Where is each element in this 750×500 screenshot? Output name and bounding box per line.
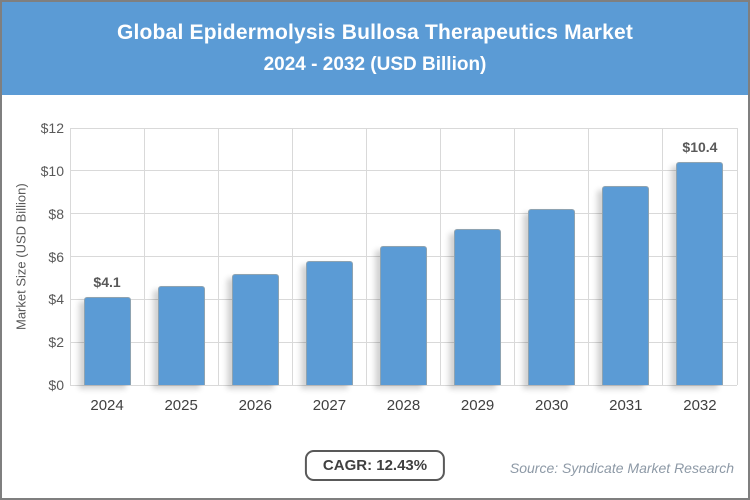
gridline-vertical: [143, 128, 145, 385]
bar-2032: [676, 162, 724, 385]
bar-2031: [602, 185, 650, 385]
x-tick-label: 2027: [312, 397, 347, 414]
x-tick-label: 2032: [683, 397, 717, 414]
x-tick-label: 2025: [164, 397, 198, 414]
x-tick-label: 2030: [535, 397, 569, 414]
gridline-vertical: [365, 128, 367, 385]
gridline-vertical: [69, 128, 71, 385]
gridline-horizontal: [70, 384, 737, 386]
y-tick-label: $10: [40, 162, 64, 179]
bar-2027: [305, 260, 353, 385]
x-tick-label: 2026: [238, 397, 272, 414]
x-tick-label: 2029: [460, 397, 495, 414]
gridline-vertical: [440, 128, 442, 385]
gridline-vertical: [514, 128, 516, 385]
y-tick-label: $6: [48, 248, 64, 265]
y-tick-label: $4: [48, 291, 64, 308]
gridline-vertical: [588, 128, 590, 385]
bar-2025: [157, 286, 205, 385]
bar-2028: [380, 245, 427, 385]
y-tick-label: $8: [48, 205, 64, 222]
source-credit: Source: Syndicate Market Research: [509, 460, 734, 476]
plot-area: [69, 127, 738, 386]
gridline-horizontal: [70, 170, 737, 172]
y-tick-label: $0: [48, 377, 64, 393]
y-tick-label: $12: [40, 120, 64, 136]
bar-value-label: $10.4: [682, 139, 718, 156]
cagr-badge: CAGR: 12.43%: [304, 450, 446, 481]
bar-2029: [454, 228, 502, 385]
bar-2026: [231, 273, 279, 385]
gridline-horizontal: [70, 213, 737, 215]
chart-title: Global Epidermolysis Bullosa Therapeutic…: [116, 21, 634, 44]
gridline-vertical: [736, 128, 738, 385]
chart-subtitle: 2024 - 2032 (USD Billion): [263, 54, 487, 75]
gridline-vertical: [662, 128, 664, 385]
x-tick-label: 2031: [609, 397, 643, 414]
bar-2030: [528, 209, 576, 385]
y-tick-label: $2: [48, 334, 64, 351]
bar-value-label: $4.1: [93, 274, 121, 291]
chart-header: Global Epidermolysis Bullosa Therapeutic…: [2, 2, 748, 95]
bar-2024: [83, 297, 131, 385]
gridline-horizontal: [70, 127, 737, 129]
gridline-vertical: [291, 128, 293, 385]
x-tick-label: 2028: [386, 397, 421, 414]
gridline-vertical: [217, 128, 219, 385]
x-tick-label: 2024: [90, 397, 124, 414]
